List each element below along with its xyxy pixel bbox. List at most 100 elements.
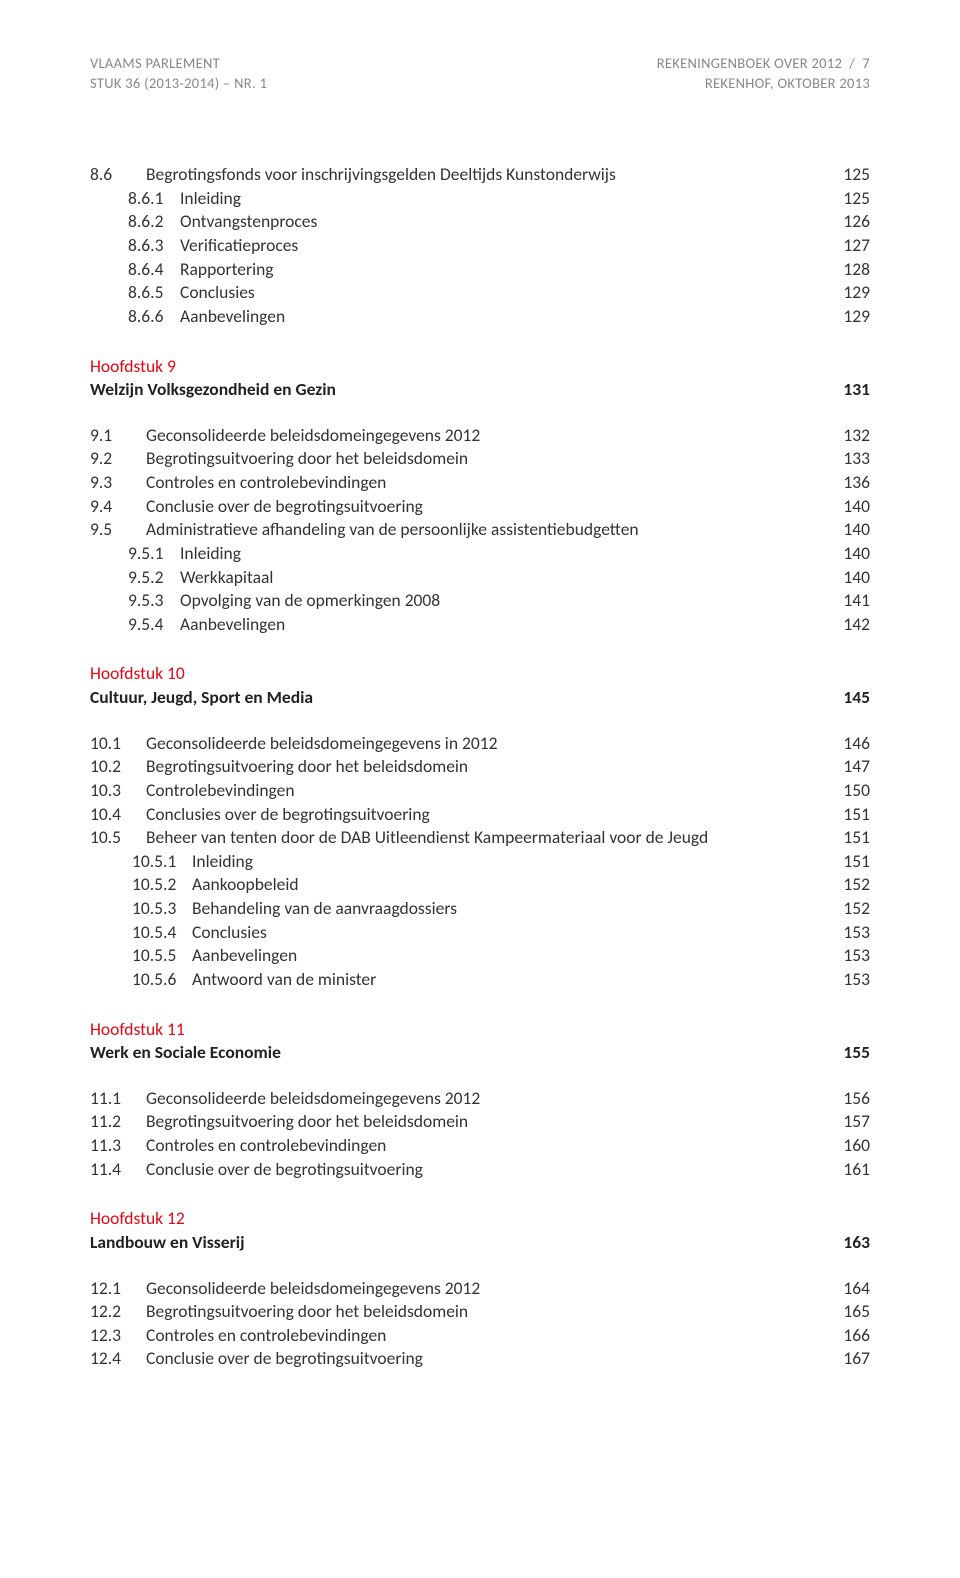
toc-item-label: 11.2Begrotingsuitvoering door het beleid… bbox=[90, 1110, 825, 1134]
toc-item-text: Conclusie over de begrotingsuitvoering bbox=[146, 1158, 423, 1180]
toc-item-text: Controles en controlebevindingen bbox=[146, 1134, 386, 1156]
toc-item-text: Antwoord van de minister bbox=[192, 968, 376, 990]
toc-item-number: 9.2 bbox=[90, 447, 146, 471]
toc-item-label: 9.5Administratieve afhandeling van de pe… bbox=[90, 518, 825, 542]
toc-item-label: 9.4Conclusie over de begrotingsuitvoerin… bbox=[90, 495, 825, 519]
toc-item-label: 8.6.3Verificatieproces bbox=[128, 234, 825, 258]
toc-item: 8.6Begrotingsfonds voor inschrijvingsgel… bbox=[90, 163, 870, 187]
toc-item-label: 10.4Conclusies over de begrotingsuitvoer… bbox=[90, 803, 825, 827]
toc-item-number: 9.3 bbox=[90, 471, 146, 495]
toc-item: 11.1Geconsolideerde beleidsdomeingegeven… bbox=[90, 1087, 870, 1111]
toc-chapter-title: Welzijn Volksgezondheid en Gezin131 bbox=[90, 378, 870, 402]
toc-item: 9.5.4Aanbevelingen142 bbox=[90, 613, 870, 637]
toc-item-text: Begrotingsuitvoering door het beleidsdom… bbox=[146, 1110, 468, 1132]
toc-item: 12.2Begrotingsuitvoering door het beleid… bbox=[90, 1300, 870, 1324]
toc-item-number: 12.3 bbox=[90, 1324, 146, 1348]
toc-item-page: 136 bbox=[825, 471, 870, 495]
toc-item-page: 152 bbox=[825, 873, 870, 897]
toc-item-number: 10.5.5 bbox=[132, 944, 192, 968]
toc-item-text: Begrotingsuitvoering door het beleidsdom… bbox=[146, 447, 468, 469]
toc-item-label: 9.5.2Werkkapitaal bbox=[128, 566, 825, 590]
toc-item: 8.6.3Verificatieproces127 bbox=[90, 234, 870, 258]
toc-item-label: 12.4Conclusie over de begrotingsuitvoeri… bbox=[90, 1347, 825, 1371]
toc-item-text: Conclusie over de begrotingsuitvoering bbox=[146, 495, 423, 517]
toc-chapter-title: Cultuur, Jeugd, Sport en Media145 bbox=[90, 686, 870, 710]
header-right: REKENINGENBOEK OVER 2012 / 7 REKENHOF, O… bbox=[657, 54, 870, 93]
toc-item-label: 10.5.6Antwoord van de minister bbox=[132, 968, 825, 992]
toc-item-text: Werkkapitaal bbox=[180, 566, 273, 588]
toc-item-text: Beheer van tenten door de DAB Uitleendie… bbox=[146, 826, 708, 848]
toc-item: 8.6.5Conclusies129 bbox=[90, 281, 870, 305]
toc-item-label: 8.6.2Ontvangstenproces bbox=[128, 210, 825, 234]
toc-item: 9.1Geconsolideerde beleidsdomeingegevens… bbox=[90, 424, 870, 448]
toc-item-text: Aankoopbeleid bbox=[192, 873, 299, 895]
toc-chapter-label: Hoofdstuk 10 bbox=[90, 662, 870, 686]
toc-item-number: 12.1 bbox=[90, 1277, 146, 1301]
header-right-line1: REKENINGENBOEK OVER 2012 / 7 bbox=[657, 54, 870, 74]
toc-chapter-title-text: Werk en Sociale Economie bbox=[90, 1041, 825, 1065]
toc-item-page: 147 bbox=[825, 755, 870, 779]
toc-item-label: 9.2Begrotingsuitvoering door het beleids… bbox=[90, 447, 825, 471]
toc-item-number: 8.6.6 bbox=[128, 305, 180, 329]
toc-chapter-label: Hoofdstuk 12 bbox=[90, 1207, 870, 1231]
toc-item-text: Aanbevelingen bbox=[192, 944, 297, 966]
toc-item: 9.5.2Werkkapitaal140 bbox=[90, 566, 870, 590]
toc-item-page: 153 bbox=[825, 921, 870, 945]
toc-item-label: 8.6.5Conclusies bbox=[128, 281, 825, 305]
toc-item-text: Controlebevindingen bbox=[146, 779, 295, 801]
toc-item-number: 8.6.1 bbox=[128, 187, 180, 211]
toc-item-number: 9.5.2 bbox=[128, 566, 180, 590]
toc-item-text: Controles en controlebevindingen bbox=[146, 1324, 386, 1346]
toc-chapter-page: 155 bbox=[825, 1041, 870, 1065]
toc-item: 10.5.4Conclusies153 bbox=[90, 921, 870, 945]
toc-item-text: Conclusie over de begrotingsuitvoering bbox=[146, 1347, 423, 1369]
toc-item-page: 166 bbox=[825, 1324, 870, 1348]
toc-item-label: 12.1Geconsolideerde beleidsdomeingegeven… bbox=[90, 1277, 825, 1301]
toc-item-text: Controles en controlebevindingen bbox=[146, 471, 386, 493]
toc-item-number: 11.3 bbox=[90, 1134, 146, 1158]
toc-item-page: 125 bbox=[825, 187, 870, 211]
toc-item-number: 10.5.6 bbox=[132, 968, 192, 992]
toc-item: 11.2Begrotingsuitvoering door het beleid… bbox=[90, 1110, 870, 1134]
toc-item: 8.6.1Inleiding125 bbox=[90, 187, 870, 211]
toc-item-text: Inleiding bbox=[192, 850, 253, 872]
toc-item-page: 129 bbox=[825, 305, 870, 329]
toc-item-text: Inleiding bbox=[180, 542, 241, 564]
toc-item-number: 10.5.3 bbox=[132, 897, 192, 921]
toc-item-page: 160 bbox=[825, 1134, 870, 1158]
toc-item-page: 157 bbox=[825, 1110, 870, 1134]
toc-item-text: Begrotingsfonds voor inschrijvingsgelden… bbox=[146, 163, 616, 185]
toc-chapter-page: 145 bbox=[825, 686, 870, 710]
toc-item-number: 9.5 bbox=[90, 518, 146, 542]
toc-item-page: 128 bbox=[825, 258, 870, 282]
toc-item: 10.5.1Inleiding151 bbox=[90, 850, 870, 874]
toc-item-number: 12.2 bbox=[90, 1300, 146, 1324]
toc-item-label: 9.5.3Opvolging van de opmerkingen 2008 bbox=[128, 589, 825, 613]
toc-item-label: 10.5.1Inleiding bbox=[132, 850, 825, 874]
toc-item-label: 10.5.5Aanbevelingen bbox=[132, 944, 825, 968]
toc-item-label: 10.1Geconsolideerde beleidsdomeingegeven… bbox=[90, 732, 825, 756]
toc-item: 12.1Geconsolideerde beleidsdomeingegeven… bbox=[90, 1277, 870, 1301]
toc-item-number: 10.5 bbox=[90, 826, 146, 850]
toc-item-page: 132 bbox=[825, 424, 870, 448]
toc-item-number: 11.4 bbox=[90, 1158, 146, 1182]
toc-item-text: Conclusies over de begrotingsuitvoering bbox=[146, 803, 430, 825]
toc-chapter-label: Hoofdstuk 11 bbox=[90, 1018, 870, 1042]
toc-item-label: 8.6Begrotingsfonds voor inschrijvingsgel… bbox=[90, 163, 825, 187]
toc-item-page: 125 bbox=[825, 163, 870, 187]
toc-gap bbox=[90, 402, 870, 424]
toc-item-number: 11.1 bbox=[90, 1087, 146, 1111]
toc-item-number: 10.1 bbox=[90, 732, 146, 756]
toc-item-page: 140 bbox=[825, 566, 870, 590]
toc-item-text: Verificatieproces bbox=[180, 234, 298, 256]
toc-item-page: 140 bbox=[825, 495, 870, 519]
toc-item-page: 127 bbox=[825, 234, 870, 258]
toc-item-page: 151 bbox=[825, 850, 870, 874]
toc-item-page: 150 bbox=[825, 779, 870, 803]
toc-item-page: 161 bbox=[825, 1158, 870, 1182]
toc-item: 10.1Geconsolideerde beleidsdomeingegeven… bbox=[90, 732, 870, 756]
toc-item: 9.5.1Inleiding140 bbox=[90, 542, 870, 566]
toc-item: 10.5Beheer van tenten door de DAB Uitlee… bbox=[90, 826, 870, 850]
toc-item-page: 140 bbox=[825, 518, 870, 542]
toc-item: 10.3Controlebevindingen150 bbox=[90, 779, 870, 803]
